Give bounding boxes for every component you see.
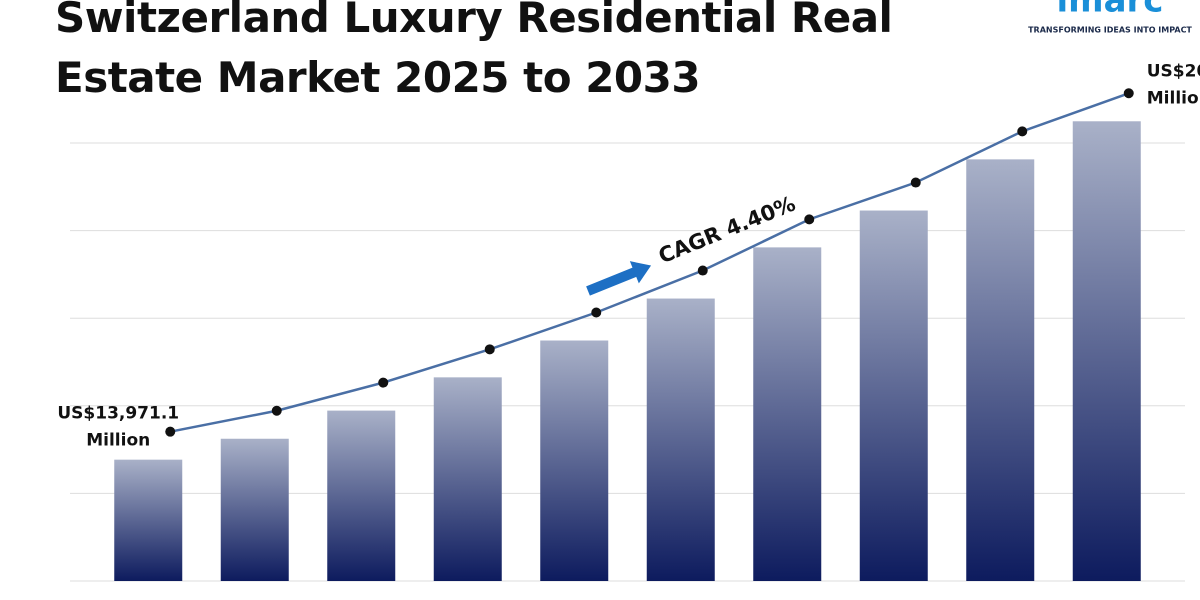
trend-dot bbox=[165, 426, 176, 437]
value-label: Million bbox=[1147, 88, 1200, 108]
value-label: US$20,584.2 bbox=[1147, 61, 1200, 81]
trend-dot bbox=[271, 405, 282, 416]
chart-title: Switzerland Luxury Residential Real Esta… bbox=[55, 0, 893, 102]
trend-dot bbox=[1017, 126, 1028, 137]
trend-dot bbox=[910, 177, 921, 188]
logo-tagline: TRANSFORMING IDEAS INTO IMPACT bbox=[1028, 26, 1192, 35]
bar bbox=[859, 210, 928, 582]
bar bbox=[966, 159, 1035, 581]
bar bbox=[114, 459, 183, 581]
trend-dot bbox=[1123, 88, 1134, 99]
logo-name: imarc bbox=[1057, 0, 1164, 21]
trend-dot bbox=[591, 307, 602, 318]
bar bbox=[327, 410, 396, 581]
trend-dot bbox=[697, 265, 708, 276]
trend-dot bbox=[378, 377, 389, 388]
bar bbox=[540, 340, 609, 581]
cagr-arrow bbox=[586, 261, 652, 296]
bar bbox=[1072, 121, 1141, 581]
bar bbox=[433, 377, 502, 581]
trend-dot bbox=[484, 344, 495, 355]
value-label: Million bbox=[86, 431, 150, 451]
bar bbox=[646, 298, 715, 581]
value-label: US$13,971.1 bbox=[57, 404, 179, 424]
bar bbox=[220, 438, 289, 581]
trend-line bbox=[170, 92, 1130, 433]
bar bbox=[753, 247, 822, 581]
trend-dot bbox=[804, 214, 815, 225]
